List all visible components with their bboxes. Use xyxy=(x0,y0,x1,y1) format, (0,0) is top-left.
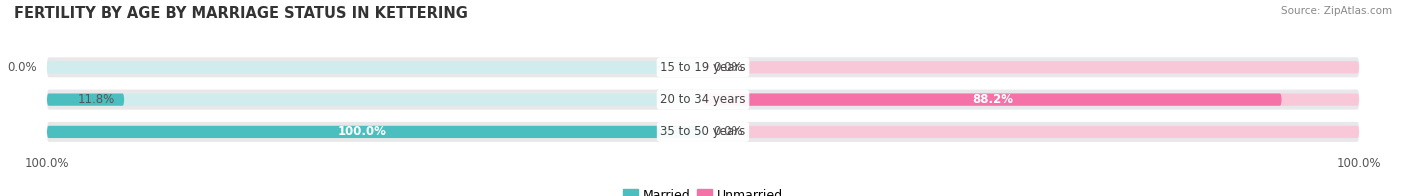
FancyBboxPatch shape xyxy=(46,93,703,106)
Text: 88.2%: 88.2% xyxy=(972,93,1012,106)
FancyBboxPatch shape xyxy=(46,61,703,74)
Text: 0.0%: 0.0% xyxy=(713,125,742,138)
FancyBboxPatch shape xyxy=(703,61,1360,74)
FancyBboxPatch shape xyxy=(46,126,703,138)
Text: Source: ZipAtlas.com: Source: ZipAtlas.com xyxy=(1281,6,1392,16)
Text: 15 to 19 years: 15 to 19 years xyxy=(661,61,745,74)
FancyBboxPatch shape xyxy=(703,93,1282,106)
FancyBboxPatch shape xyxy=(703,93,1360,106)
Text: 0.0%: 0.0% xyxy=(7,61,37,74)
Legend: Married, Unmarried: Married, Unmarried xyxy=(619,184,787,196)
FancyBboxPatch shape xyxy=(46,122,1360,142)
FancyBboxPatch shape xyxy=(703,126,1360,138)
Text: 20 to 34 years: 20 to 34 years xyxy=(661,93,745,106)
Text: 35 to 50 years: 35 to 50 years xyxy=(661,125,745,138)
FancyBboxPatch shape xyxy=(46,57,1360,77)
Text: 0.0%: 0.0% xyxy=(713,61,742,74)
FancyBboxPatch shape xyxy=(46,93,124,106)
FancyBboxPatch shape xyxy=(46,90,1360,110)
Text: FERTILITY BY AGE BY MARRIAGE STATUS IN KETTERING: FERTILITY BY AGE BY MARRIAGE STATUS IN K… xyxy=(14,6,468,21)
Text: 100.0%: 100.0% xyxy=(337,125,387,138)
Text: 11.8%: 11.8% xyxy=(77,93,114,106)
